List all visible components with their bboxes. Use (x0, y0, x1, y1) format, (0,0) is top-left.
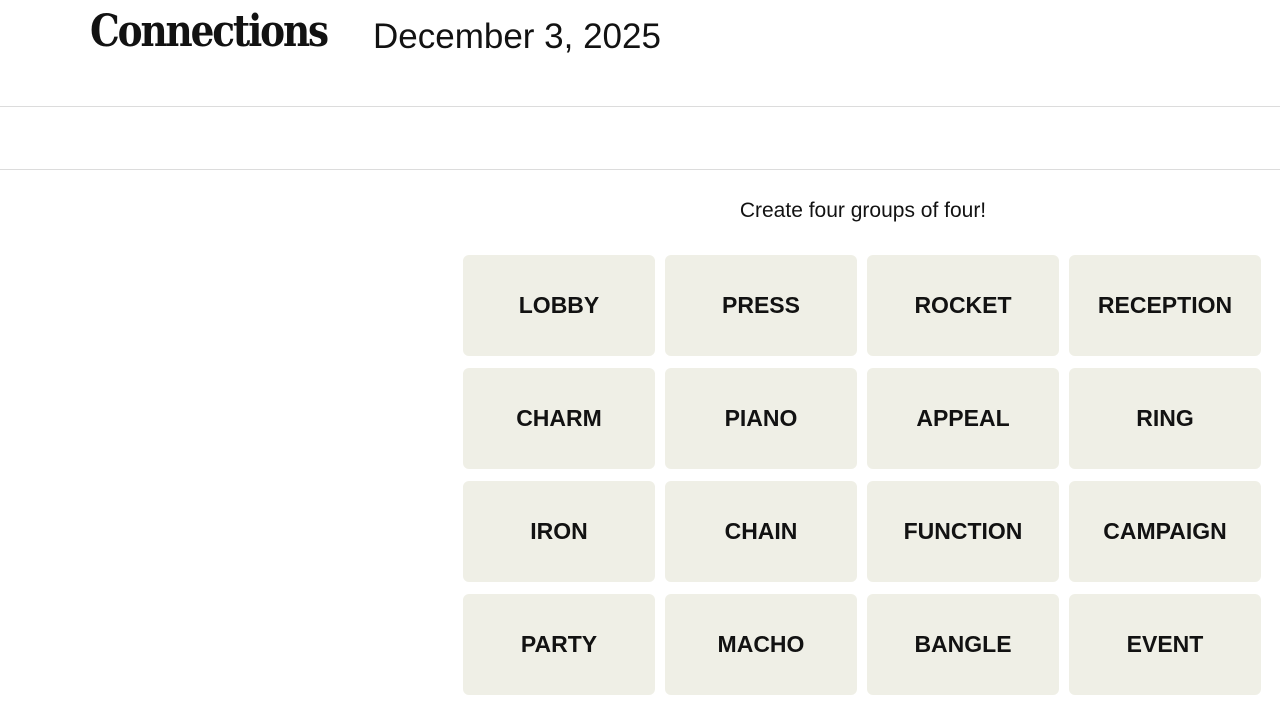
word-tile[interactable]: PARTY (463, 594, 655, 695)
word-tile[interactable]: FUNCTION (867, 481, 1059, 582)
tile-grid: LOBBY PRESS ROCKET RECEPTION CHARM PIANO… (463, 255, 1261, 695)
word-tile[interactable]: BANGLE (867, 594, 1059, 695)
page-title: Connections (90, 6, 329, 57)
word-tile[interactable]: CAMPAIGN (1069, 481, 1261, 582)
word-tile[interactable]: CHAIN (665, 481, 857, 582)
puzzle-date: December 3, 2025 (373, 17, 661, 56)
word-tile[interactable]: PIANO (665, 368, 857, 469)
word-tile[interactable]: EVENT (1069, 594, 1261, 695)
word-tile[interactable]: RECEPTION (1069, 255, 1261, 356)
word-tile[interactable]: LOBBY (463, 255, 655, 356)
header: Connections December 3, 2025 (0, 0, 1280, 107)
word-tile[interactable]: IRON (463, 481, 655, 582)
game-prompt: Create four groups of four! (739, 199, 987, 222)
word-tile[interactable]: RING (1069, 368, 1261, 469)
word-tile[interactable]: APPEAL (867, 368, 1059, 469)
toolbar (0, 107, 1280, 170)
word-tile[interactable]: PRESS (665, 255, 857, 356)
word-tile[interactable]: MACHO (665, 594, 857, 695)
word-tile[interactable]: ROCKET (867, 255, 1059, 356)
word-tile[interactable]: CHARM (463, 368, 655, 469)
